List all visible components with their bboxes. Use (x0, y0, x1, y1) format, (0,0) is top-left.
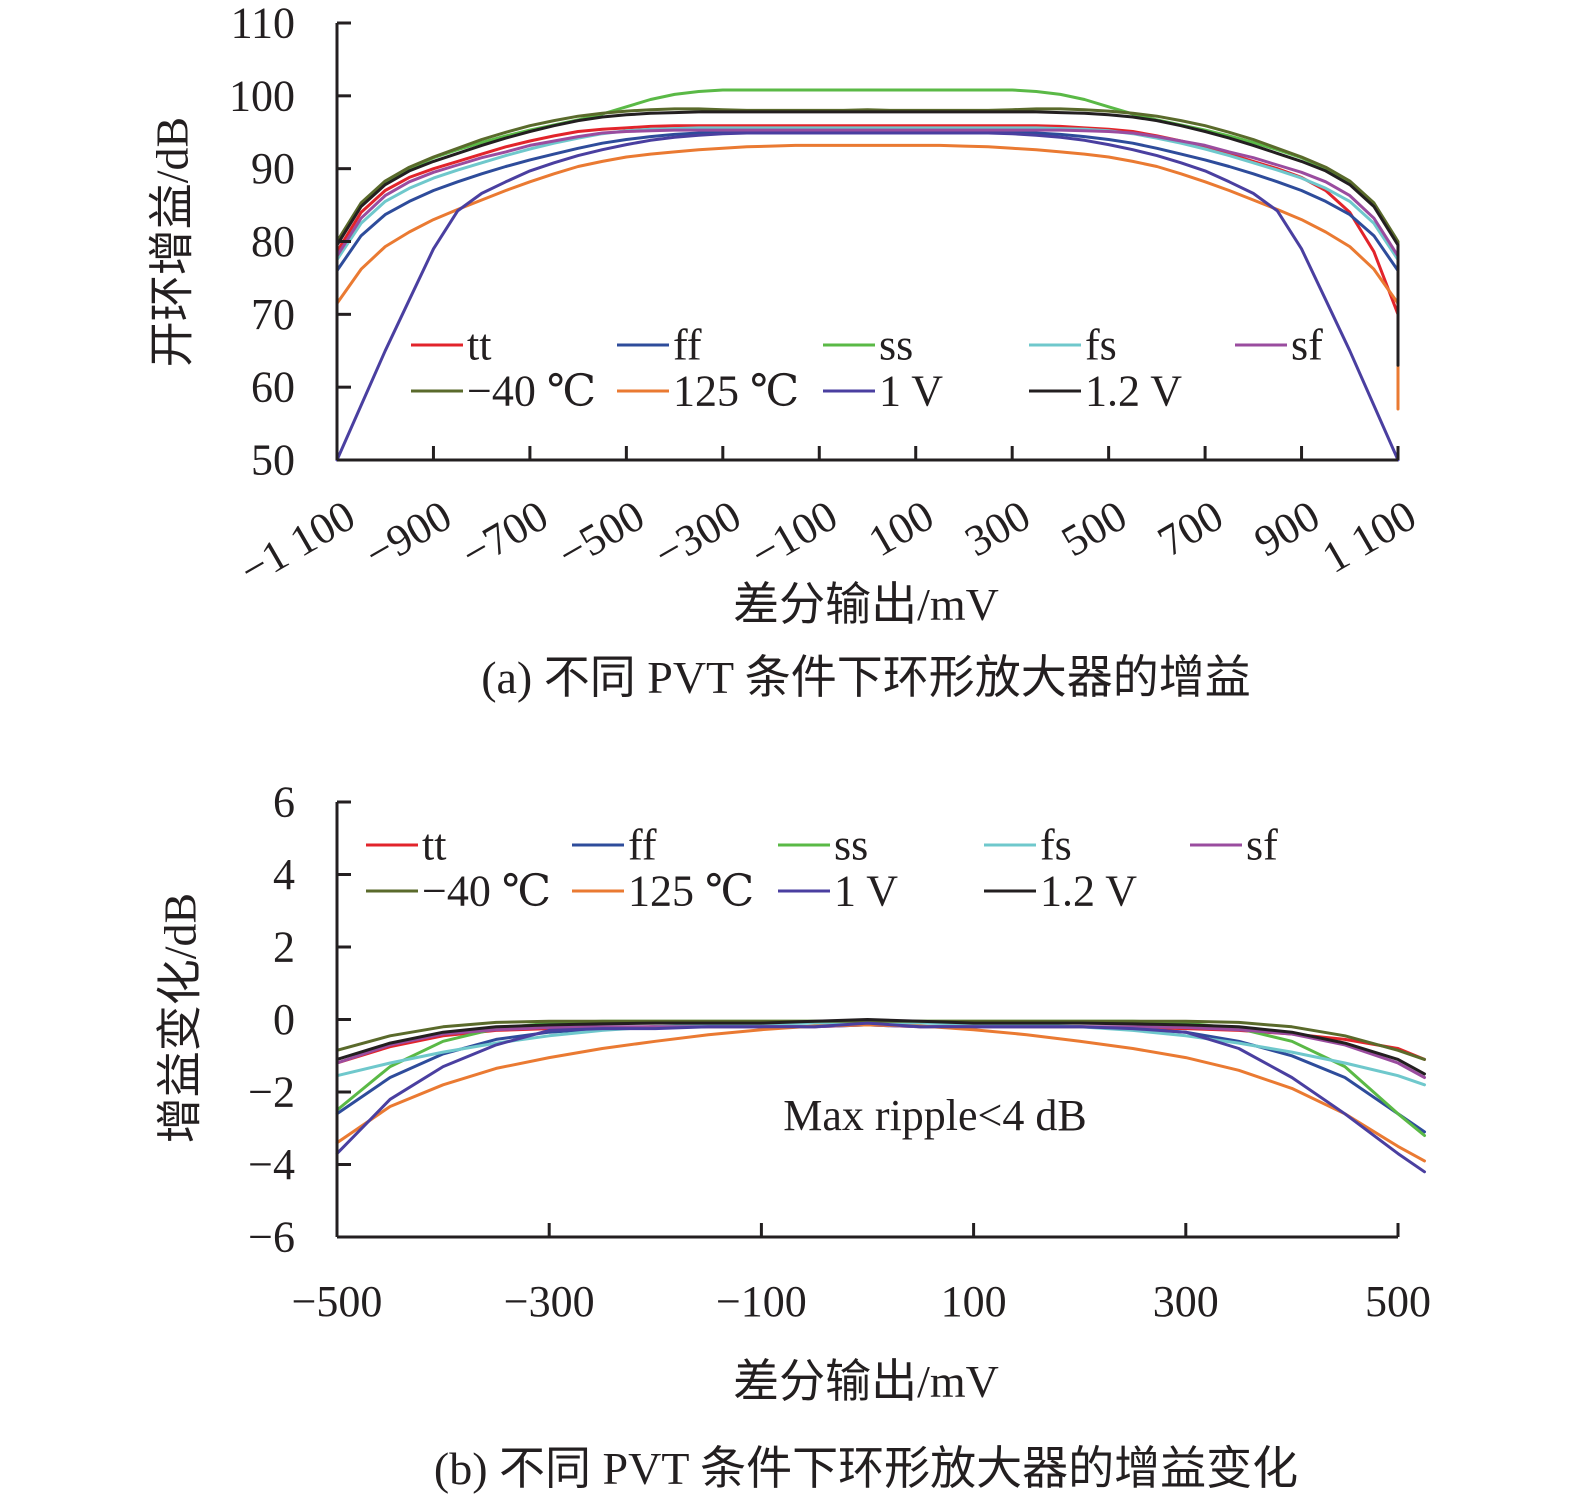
panel-a-y-tick-label: 110 (231, 0, 295, 48)
legend-label-125: 125 ℃ (673, 367, 799, 416)
panel-a-y-ticks: 50 60 70 80 90 100 110 (229, 0, 351, 485)
panel-b-caption: (b) 不同 PVT 条件下环形放大器的增益变化 (434, 1443, 1298, 1494)
panel-a-y-tick-label: 70 (251, 290, 295, 339)
panel-b-x-tick-label: 300 (1153, 1277, 1219, 1326)
legend-label-ss: ss (834, 821, 868, 870)
panel-b-series-1-v (335, 1021, 1426, 1174)
panel-b-y-tick-label: −2 (248, 1068, 295, 1117)
panel-a-x-tick-label: 1 100 (1314, 491, 1424, 583)
panel-a-x-axis-label: 差分输出/mV (733, 579, 999, 630)
legend-label-ff: ff (673, 321, 702, 370)
panel-b-y-tick-label: 6 (273, 778, 295, 827)
panel-a-series-1-2-v (335, 110, 1400, 367)
panel-b-x-axis-label: 差分输出/mV (733, 1356, 999, 1407)
panel-a-x-tick-label: 100 (860, 491, 942, 566)
legend-label-40: −40 ℃ (422, 867, 551, 916)
legend-label-40: −40 ℃ (467, 367, 596, 416)
legend-label-sf: sf (1291, 321, 1323, 370)
panel-a-x-tick-label: 900 (1246, 491, 1328, 566)
panel-a-series-ff (335, 130, 1400, 389)
panel-a-y-tick-label: 80 (251, 217, 295, 266)
panel-b-annotation: Max ripple<4 dB (783, 1091, 1086, 1140)
panel-a-series-1-v (335, 131, 1400, 462)
panel-b-y-axis-label: 增益变化/dB (155, 893, 206, 1143)
legend-label-1-2-v: 1.2 V (1040, 867, 1137, 916)
panel-a-x-tick-label: −1 100 (232, 491, 364, 595)
panel-b-x-tick-label: −300 (504, 1277, 595, 1326)
panel-a-series-40 (335, 107, 1400, 364)
panel-b-y-ticks: −6 −4 −2 0 2 4 6 (248, 778, 351, 1262)
legend-label-1-2-v: 1.2 V (1085, 367, 1182, 416)
panel-a-y-tick-label: 60 (251, 363, 295, 412)
panel-a-x-tick-label: 300 (957, 491, 1039, 566)
panel-a-y-axis-label: 开环增益/dB (147, 117, 198, 367)
panel-b-legend: tt ff ss fs sf −40 ℃ 125 ℃ 1 V 1.2 V (366, 821, 1278, 916)
panel-a-y-tick-label: 100 (229, 71, 295, 120)
legend-label-tt: tt (467, 321, 491, 370)
legend-label-1-v: 1 V (879, 367, 943, 416)
panel-a-series-tt (335, 124, 1400, 375)
panel-b-y-tick-label: −4 (248, 1140, 295, 1189)
panel-b-series-1-2-v (335, 1018, 1426, 1076)
panel-a-series-group (335, 88, 1400, 462)
panel-a-series-125 (335, 143, 1400, 411)
panel-a-x-tick-label: −700 (453, 491, 556, 579)
legend-label-fs: fs (1085, 321, 1117, 370)
legend-label-sf: sf (1246, 821, 1278, 870)
panel-a-x-tick-label: −900 (357, 491, 460, 579)
legend-label-tt: tt (422, 821, 446, 870)
panel-a-series-ss (335, 88, 1400, 367)
panel-b-x-tick-label: 100 (941, 1277, 1007, 1326)
panel-a-x-tick-label: 500 (1053, 491, 1135, 566)
legend-label-ff: ff (628, 821, 657, 870)
panel-b-y-tick-label: 0 (273, 995, 295, 1044)
panel-a-legend: tt ff ss fs sf −40 ℃ 125 ℃ 1 V 1.2 V (411, 321, 1323, 416)
panel-a-x-tick-label: 700 (1150, 491, 1232, 566)
panel-a-x-tick-label: −300 (646, 491, 749, 579)
panel-b-series-fs (335, 1021, 1426, 1087)
panel-b-series-group (335, 1018, 1426, 1174)
panel-b-gain-variation-chart: −6 −4 −2 0 2 4 6 −500 −300 −100 100 300 500 增益变化/dB… (155, 778, 1432, 1495)
panel-b-x-tick-label: −100 (716, 1277, 807, 1326)
panel-b-series-sf (335, 1023, 1426, 1079)
legend-label-ss: ss (879, 321, 913, 370)
panel-a-x-ticks: −1 100−900−700−500−300−100 100 300 500 700 90… (232, 446, 1424, 595)
panel-b-x-ticks: −500 −300 −100 100 300 500 (292, 1223, 1431, 1326)
panel-a-series-fs (335, 126, 1400, 382)
panel-a-y-tick-label: 90 (251, 144, 295, 193)
legend-label-fs: fs (1040, 821, 1072, 870)
legend-label-125: 125 ℃ (628, 867, 754, 916)
panel-a-caption: (a) 不同 PVT 条件下环形放大器的增益 (481, 652, 1251, 703)
panel-b-x-tick-label: 500 (1365, 1277, 1431, 1326)
panel-a-series-sf (335, 128, 1400, 378)
panel-b-y-tick-label: 2 (273, 923, 295, 972)
panel-a-x-tick-label: −100 (742, 491, 845, 579)
legend-label-1-v: 1 V (834, 867, 898, 916)
panel-b-y-tick-label: 4 (273, 850, 295, 899)
panel-b-y-tick-label: −6 (248, 1213, 295, 1262)
panel-a-y-tick-label: 50 (251, 436, 295, 485)
panel-b-x-tick-label: −500 (292, 1277, 383, 1326)
panel-a-x-tick-label: −500 (549, 491, 652, 579)
